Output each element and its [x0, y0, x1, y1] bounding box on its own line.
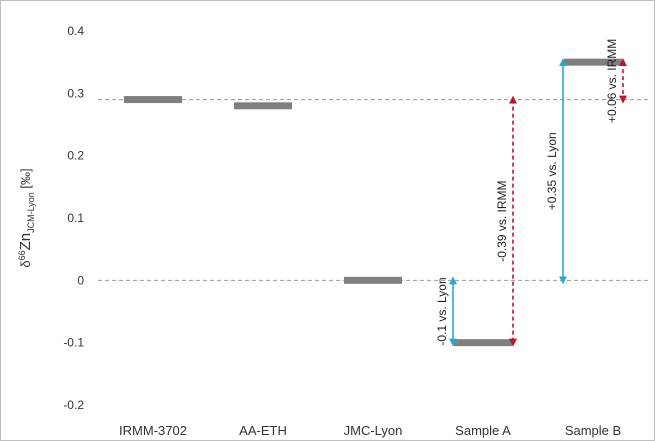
y-axis-title-unit: [‰]: [18, 168, 33, 192]
difference-label: +0.06 vs. IRMM: [605, 39, 619, 123]
y-axis-title-mass: 66: [17, 250, 27, 260]
value-bar: [344, 276, 402, 284]
bars: [124, 58, 622, 347]
value-bar: [124, 96, 182, 104]
x-tick-label: Sample A: [455, 423, 511, 438]
x-tick-label: Sample B: [565, 423, 621, 438]
x-tick-labels: IRMM-3702 AA-ETH JMC-Lyon Sample A Sample B: [119, 423, 621, 438]
svg-text:δ66ZnJCM-Lyon [‰]: δ66ZnJCM-Lyon [‰]: [17, 168, 36, 267]
y-tick-label: 0.4: [67, 24, 84, 38]
y-axis-title-element: Zn: [17, 233, 34, 251]
y-tick-label: 0.2: [67, 149, 84, 163]
annotations: -0.1 vs. Lyon -0.39 vs. IRMM +0.35 vs. Lyo…: [435, 39, 627, 347]
y-tick-label: 0: [77, 273, 84, 287]
y-axis-title: δ66ZnJCM-Lyon [‰]: [17, 168, 36, 267]
x-tick-label: JMC-Lyon: [344, 423, 403, 438]
value-bar: [564, 58, 622, 66]
value-bar: [454, 339, 512, 347]
y-tick-labels: 0.4 0.3 0.2 0.1 0 -0.1 -0.2: [63, 24, 84, 412]
x-tick-label: IRMM-3702: [119, 423, 187, 438]
y-tick-label: -0.2: [63, 398, 84, 412]
y-tick-label: -0.1: [63, 336, 84, 350]
value-bar: [234, 102, 292, 110]
y-axis-title-subscript: JCM-Lyon: [26, 192, 36, 233]
difference-label: -0.39 vs. IRMM: [495, 180, 509, 261]
y-tick-label: 0.1: [67, 211, 84, 225]
x-tick-label: AA-ETH: [239, 423, 287, 438]
y-tick-label: 0.3: [67, 86, 84, 100]
difference-label: -0.1 vs. Lyon: [435, 277, 449, 345]
difference-label: +0.35 vs. Lyon: [545, 132, 559, 210]
y-axis-title-delta: δ: [18, 260, 33, 267]
